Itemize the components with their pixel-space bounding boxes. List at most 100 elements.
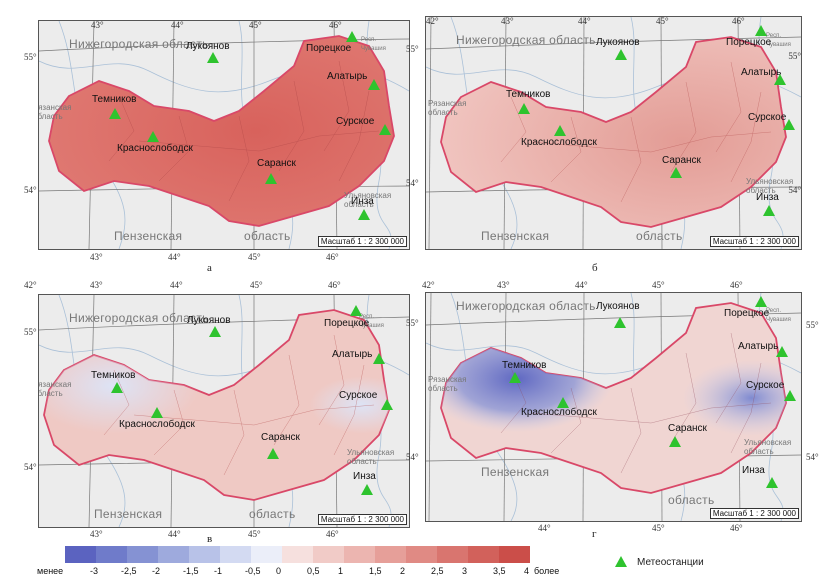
city-label-inza: Инза xyxy=(353,471,376,482)
lat-tick: 54° xyxy=(406,178,419,188)
legend-label: 1 xyxy=(338,566,344,576)
mordovia-region-a xyxy=(48,35,395,227)
region-label-chuvashia: Респ. Чувашия xyxy=(766,308,791,323)
station-marker-lukoyanov xyxy=(209,326,221,337)
legend-label: 0,5 xyxy=(307,566,320,576)
lat-tick: 55° xyxy=(806,320,819,330)
lon-tick: 46° xyxy=(730,523,743,533)
legend-swatch xyxy=(189,546,220,563)
station-marker-inza xyxy=(763,205,775,216)
station-marker-surskoe xyxy=(381,399,393,410)
map-panel-b: 42° 43° 44° 45° 46° 55° 54° Нижегородска… xyxy=(425,16,802,250)
station-marker-krasnoslobodsk xyxy=(557,397,569,408)
region-label-ulyanovsk: Ульяновская область xyxy=(746,177,794,195)
legend-swatch xyxy=(220,546,251,563)
region-label-penza: Пензенская xyxy=(481,229,550,243)
panel-letter-b: б xyxy=(592,262,598,274)
lon-tick: 45° xyxy=(656,16,669,26)
legend-swatch xyxy=(406,546,437,563)
city-label-krasnoslobodsk: Краснослободск xyxy=(521,407,597,418)
station-marker-saransk xyxy=(670,167,682,178)
lon-tick: 44° xyxy=(170,280,183,290)
region-label-ryazan: Рязанская область xyxy=(38,380,72,398)
legend-label: -2 xyxy=(152,566,161,576)
legend-label: -3 xyxy=(90,566,99,576)
lon-tick: 45° xyxy=(652,523,665,533)
lat-tick: 54° xyxy=(24,462,37,472)
city-label-poretskoe: Порецкое xyxy=(724,308,770,319)
lon-tick: 46° xyxy=(732,16,745,26)
lon-tick: 42° xyxy=(426,16,439,26)
station-marker-surskoe xyxy=(783,119,795,130)
region-label-ulyanovsk: Ульяновская область xyxy=(347,448,395,466)
station-marker-lukoyanov xyxy=(615,49,627,60)
station-marker-surskoe xyxy=(379,124,391,135)
legend-label: -0,5 xyxy=(245,566,261,576)
region-label-nizhny: Нижегородская область xyxy=(456,299,596,313)
lon-tick: 45° xyxy=(248,252,261,262)
station-marker-temnikov xyxy=(509,372,521,383)
lon-tick: 43° xyxy=(90,252,103,262)
legend-label: 2 xyxy=(400,566,406,576)
station-marker-saransk xyxy=(265,173,277,184)
region-label-ryazan: Рязанская область xyxy=(428,375,467,393)
legend-swatch xyxy=(282,546,313,563)
legend-label: 3,5 xyxy=(493,566,506,576)
station-marker-saransk xyxy=(669,436,681,447)
map-panel-g: Нижегородская область Рязанская область … xyxy=(425,292,802,522)
legend-label: -1 xyxy=(214,566,223,576)
lon-tick: 46° xyxy=(328,280,341,290)
region-label-penza: Пензенская xyxy=(94,507,163,521)
legend-swatch xyxy=(96,546,127,563)
station-marker-alatyr xyxy=(774,74,786,85)
map-v-svg xyxy=(39,295,409,527)
lon-tick: 43° xyxy=(90,529,103,539)
station-marker-surskoe xyxy=(784,390,796,401)
legend-swatch xyxy=(499,546,530,563)
lon-tick: 45° xyxy=(652,280,665,290)
scale-bar: Масштаб 1 : 2 300 000 xyxy=(317,236,407,247)
panel-letter-g: г xyxy=(592,528,597,540)
lat-tick: 54° xyxy=(806,452,819,462)
city-label-krasnoslobodsk: Краснослободск xyxy=(521,137,597,148)
city-label-lukoyanov: Лукоянов xyxy=(596,37,640,48)
region-label-penza: Пензенская xyxy=(114,229,183,243)
station-marker-krasnoslobodsk xyxy=(554,125,566,136)
legend-swatch xyxy=(313,546,344,563)
station-marker-alatyr xyxy=(776,346,788,357)
station-marker-lukoyanov xyxy=(207,52,219,63)
city-label-alatyr: Алатырь xyxy=(327,71,368,82)
mordovia-region-b xyxy=(440,36,787,228)
lat-tick: 54° xyxy=(24,185,37,195)
station-marker-temnikov xyxy=(518,103,530,114)
lon-tick: 46° xyxy=(329,20,342,30)
city-label-saransk: Саранск xyxy=(668,423,707,434)
region-label-ryazan: Рязанская область xyxy=(428,99,467,117)
city-label-surskoe: Сурское xyxy=(336,116,375,127)
lat-tick: 54° xyxy=(788,185,801,195)
legend-label: менее xyxy=(37,566,64,576)
legend-label: 3 xyxy=(462,566,468,576)
city-label-saransk: Саранск xyxy=(662,155,701,166)
lat-tick: 55° xyxy=(788,51,801,61)
region-label-penza: Пензенская xyxy=(481,465,550,479)
lat-tick: 54° xyxy=(406,452,419,462)
region-label-chuvashia: Респ. Чувашия xyxy=(766,33,791,48)
city-label-surskoe: Сурское xyxy=(339,390,378,401)
station-marker-inza xyxy=(361,484,373,495)
lat-tick: 55° xyxy=(24,52,37,62)
city-label-alatyr: Алатырь xyxy=(332,349,373,360)
region-label-chuvashia: Респ. Чувашия xyxy=(359,314,384,329)
lon-tick: 42° xyxy=(422,280,435,290)
lon-tick: 45° xyxy=(248,529,261,539)
legend-station-label: Метеостанции xyxy=(637,557,704,568)
scale-bar: Масштаб 1 : 2 300 000 xyxy=(709,236,799,247)
region-label-ryazan: Рязанская область xyxy=(38,103,72,121)
city-label-alatyr: Алатырь xyxy=(741,67,782,78)
city-label-inza: Инза xyxy=(756,192,779,203)
station-marker-poretskoe xyxy=(350,305,362,316)
lon-tick: 44° xyxy=(168,529,181,539)
legend-swatch xyxy=(127,546,158,563)
lon-tick: 44° xyxy=(538,523,551,533)
lat-tick: 55° xyxy=(24,327,37,337)
